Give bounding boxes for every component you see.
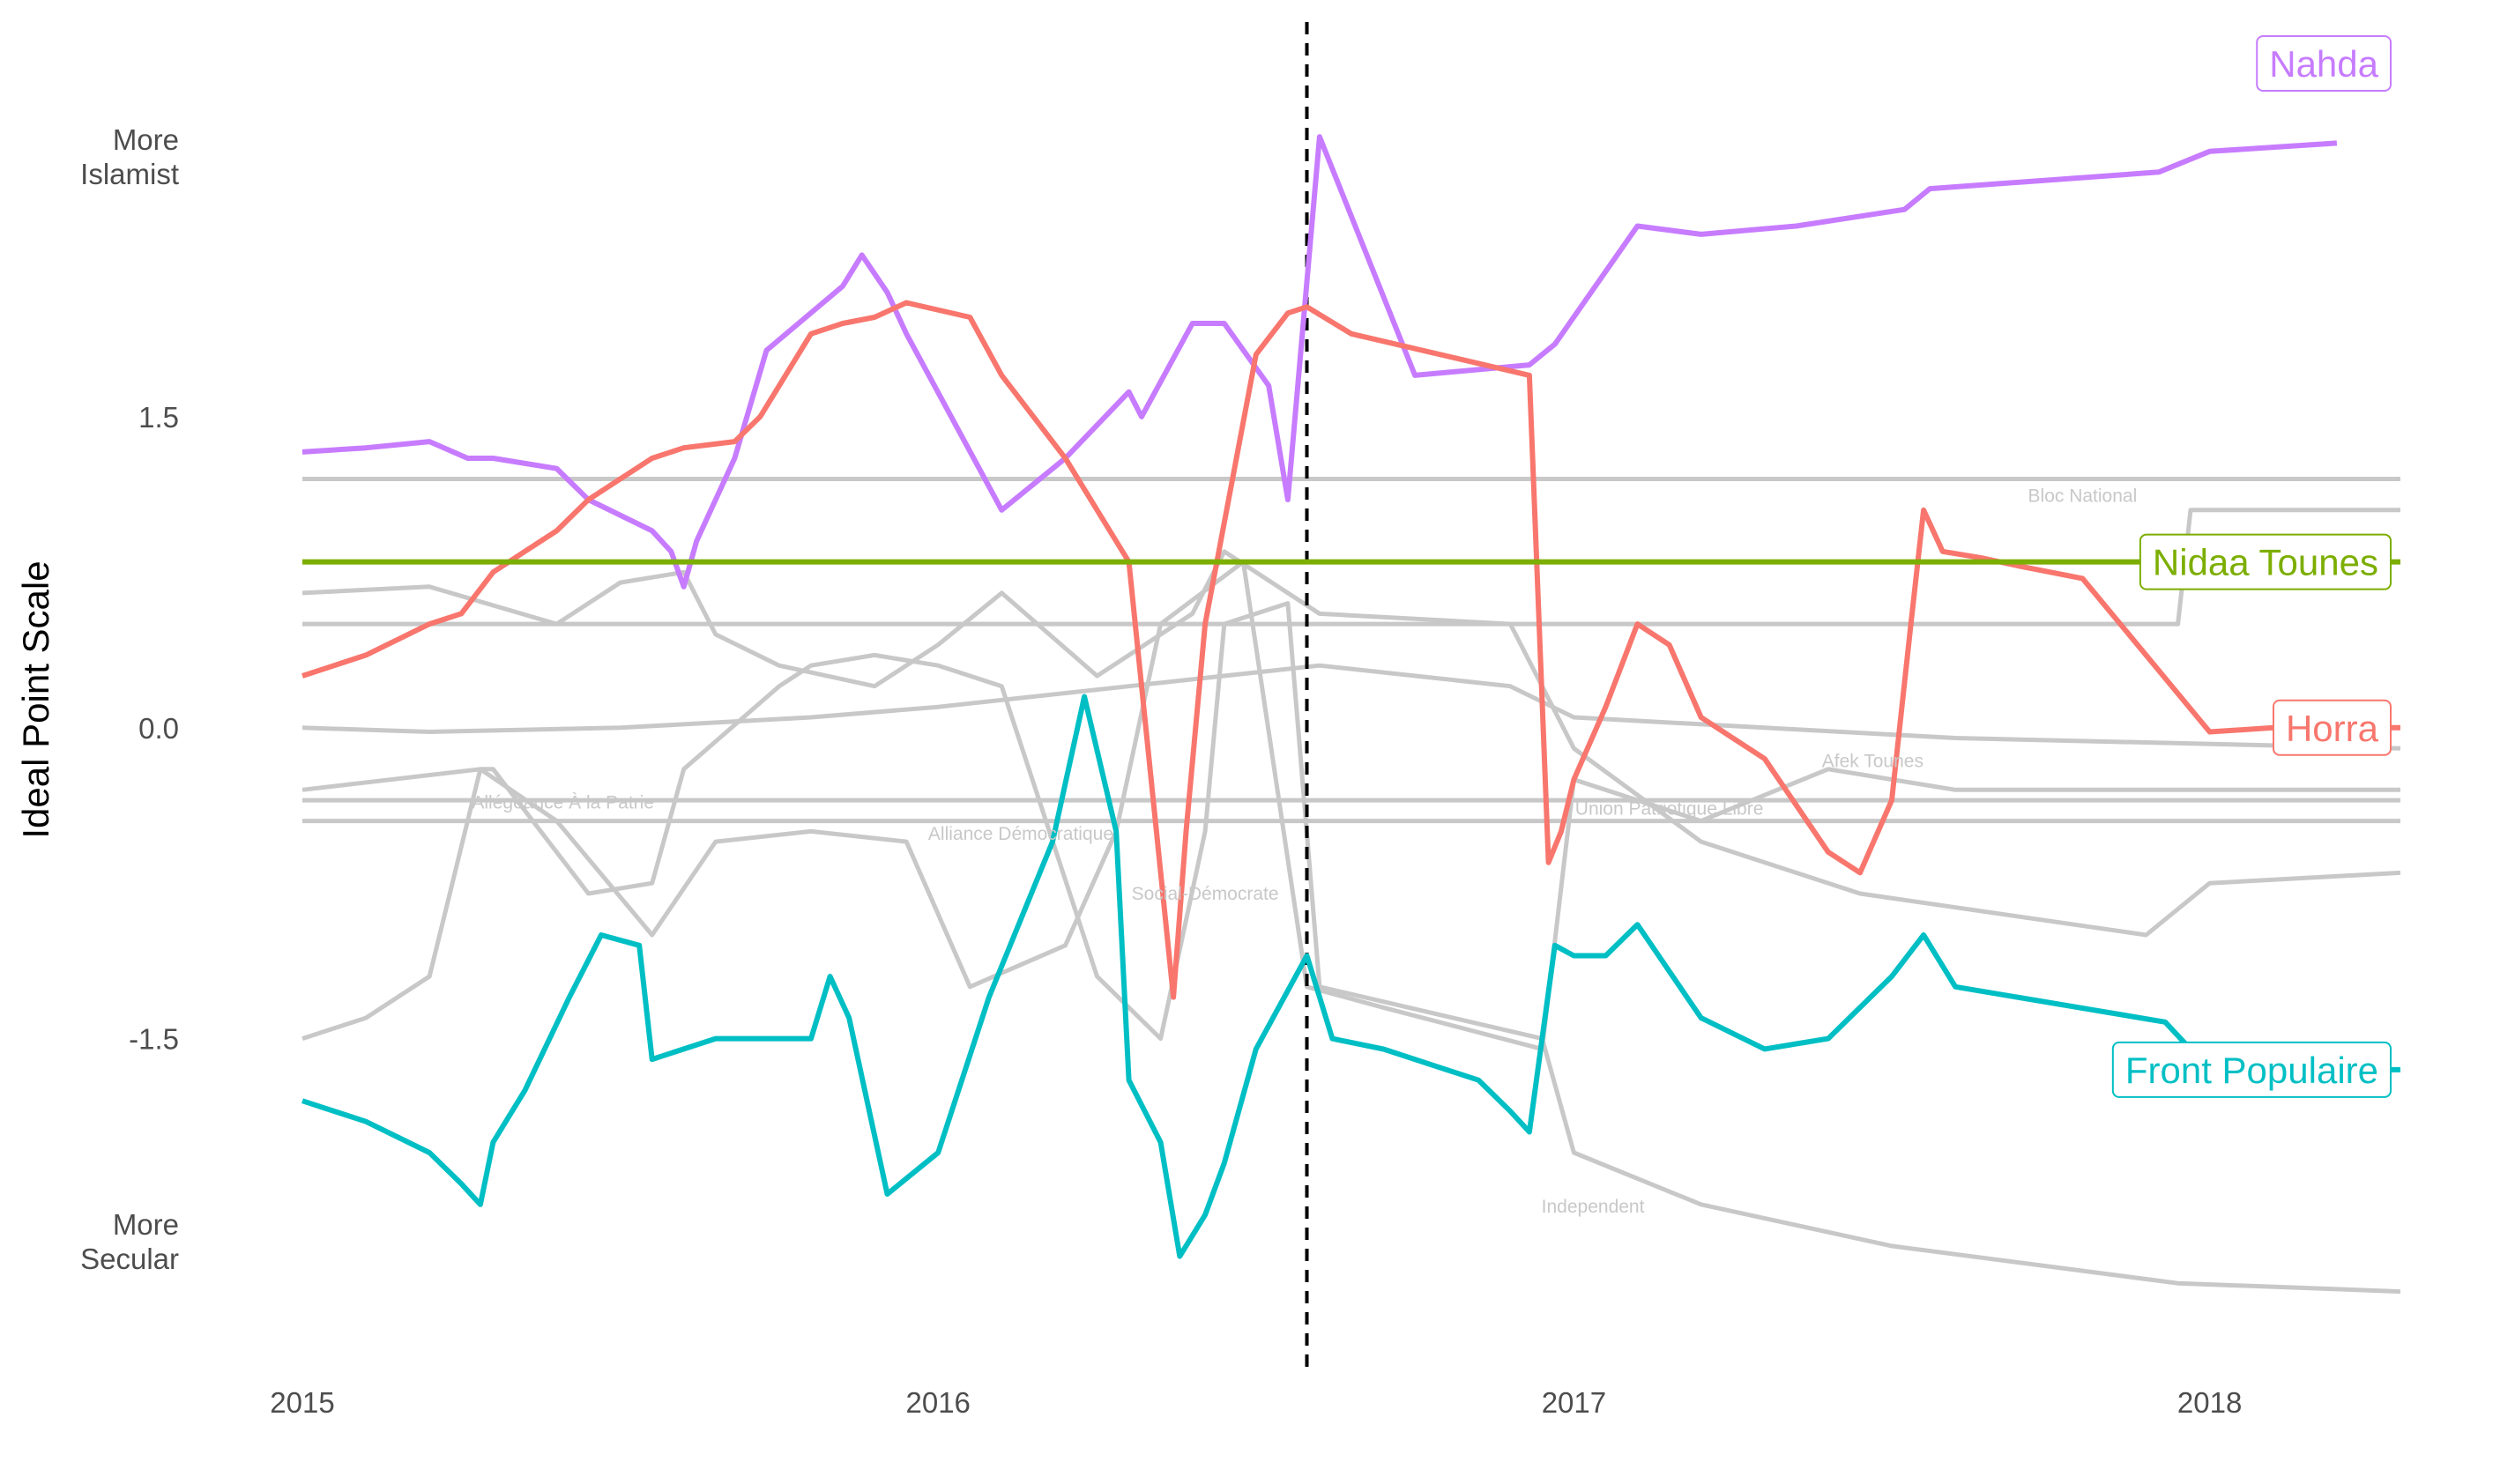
series-label-box: [2272, 699, 2392, 756]
background-series-label: Bloc National: [2028, 486, 2138, 506]
x-tick-label: 2018: [2177, 1386, 2242, 1419]
y-top-caption-line1: More: [113, 123, 179, 156]
x-tick-labels: 2015 2016 2017 2018: [270, 1386, 2242, 1419]
highlighted-series-labels: Nahda Horra Nidaa Tounes Front Populaire: [2111, 35, 2392, 1098]
series-label-front-populaire: Front Populaire: [2111, 1041, 2392, 1098]
y-axis: More Islamist More Secular: [80, 123, 179, 1275]
y-axis-label: Ideal Point Scale: [15, 560, 56, 838]
series-label-nidaa-tounes: Nidaa Tounes: [2139, 533, 2392, 590]
background-series-label: Alliance Démocratique: [928, 824, 1113, 844]
y-tick-labels: -1.5 0.0 1.5: [129, 401, 179, 1056]
background-series-line-3: [301, 663, 2401, 751]
y-tick-label: -1.5: [129, 1023, 179, 1056]
background-series-label: Independent: [1542, 1197, 1645, 1217]
background-series-line-7: [301, 601, 2401, 1295]
series-label-box: [2111, 1041, 2392, 1098]
background-series-label: Union Patriotique Libre: [1575, 799, 1764, 820]
background-series-line-2: [302, 508, 2400, 627]
series-line-horra: [301, 300, 2400, 1000]
series-line-front-populaire: [301, 694, 2400, 1259]
series-label-box: [2139, 533, 2392, 590]
y-tick-label: 1.5: [138, 401, 179, 434]
background-series-label: Afek Tounes: [1822, 751, 1923, 771]
highlighted-series-group: [301, 134, 2400, 1259]
series-label-text: Horra: [2286, 708, 2379, 749]
series-label-horra: Horra: [2272, 699, 2392, 756]
y-tick-label: 0.0: [138, 712, 179, 745]
background-series-line-6: [301, 549, 2401, 938]
x-tick-label: 2016: [906, 1386, 971, 1419]
x-tick-label: 2017: [1542, 1386, 1606, 1419]
series-label-box: [2256, 35, 2392, 92]
series-label-text: Nahda: [2269, 43, 2378, 85]
y-top-caption-line2: Islamist: [80, 158, 179, 190]
series-line-nahda: [301, 134, 2338, 590]
background-series-label: Social-Démocrate: [1132, 884, 1279, 904]
series-label-text: Nidaa Tounes: [2153, 542, 2378, 583]
x-tick-label: 2015: [270, 1386, 334, 1419]
y-bottom-caption-line2: Secular: [80, 1243, 179, 1275]
background-series-group: [301, 477, 2401, 1295]
y-bottom-caption-line1: More: [113, 1208, 179, 1241]
series-label-nahda: Nahda: [2256, 35, 2392, 92]
series-label-text: Front Populaire: [2125, 1050, 2378, 1091]
background-series-label: Allégeance À la Patrie: [472, 793, 654, 813]
background-series-labels: Bloc National Afek Tounes Allégeance À la …: [472, 486, 2137, 1217]
